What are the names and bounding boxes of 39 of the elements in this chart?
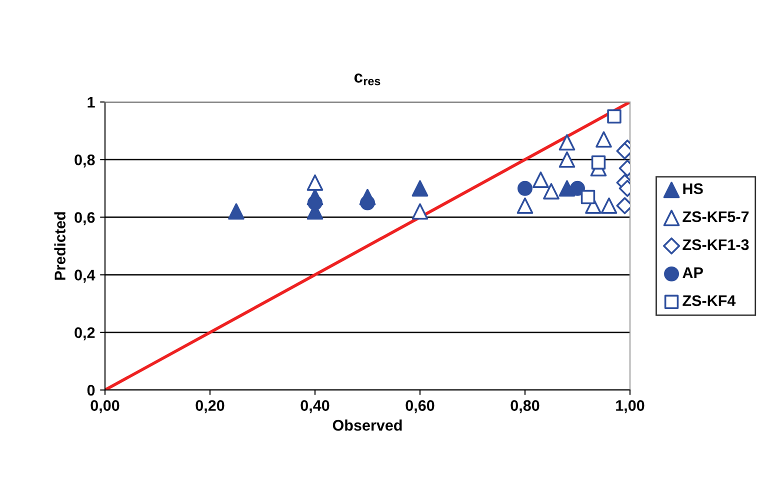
legend-label: AP bbox=[682, 267, 703, 278]
point bbox=[570, 180, 585, 196]
y-tick-label: 0,4 bbox=[74, 270, 96, 283]
point bbox=[412, 203, 428, 220]
point bbox=[596, 131, 612, 148]
point bbox=[543, 183, 560, 200]
x-tick-label: 0,60 bbox=[406, 400, 434, 414]
legend-label: HS bbox=[683, 183, 703, 194]
x-tick-label: 0,20 bbox=[196, 400, 224, 414]
y-tick-label: 0,8 bbox=[74, 154, 95, 168]
legend-label: ZS-KF5-7 bbox=[682, 211, 749, 222]
y-tick-label: 0,2 bbox=[74, 327, 95, 340]
x-tick-label: 1,00 bbox=[616, 400, 644, 414]
point bbox=[360, 195, 375, 210]
chart-title: c$_{res}$ bbox=[354, 74, 380, 86]
point bbox=[558, 180, 576, 197]
legend-label: ZS-KF4 bbox=[682, 295, 736, 306]
x-tick-label: 0,00 bbox=[90, 400, 120, 414]
y-tick-label: 1 bbox=[88, 97, 95, 108]
point bbox=[580, 190, 596, 204]
point bbox=[306, 174, 324, 191]
x-tick-label: 0,40 bbox=[300, 400, 330, 414]
point bbox=[516, 197, 534, 214]
y-tick-label: 0,6 bbox=[74, 212, 95, 226]
legend-label: ZS-KF1-3 bbox=[682, 239, 749, 250]
x-axis-title: Observed bbox=[332, 420, 402, 431]
point bbox=[412, 180, 428, 197]
point bbox=[558, 151, 576, 168]
point bbox=[607, 109, 622, 124]
point bbox=[532, 172, 549, 188]
point bbox=[518, 180, 532, 196]
y-tick-label: 0 bbox=[87, 384, 95, 396]
point bbox=[308, 195, 322, 210]
point bbox=[558, 134, 576, 151]
point bbox=[600, 197, 618, 214]
y-axis-title: Predicted bbox=[54, 212, 66, 280]
point bbox=[228, 203, 244, 220]
point bbox=[591, 155, 606, 170]
x-tick-label: 0,80 bbox=[510, 400, 540, 414]
